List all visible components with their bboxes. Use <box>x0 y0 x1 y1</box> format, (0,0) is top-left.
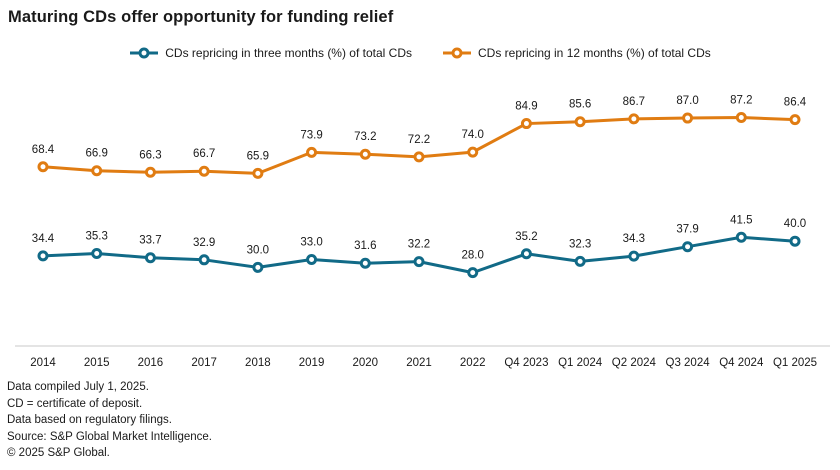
legend-label-12-months: CDs repricing in 12 months (%) of total … <box>478 46 711 60</box>
footnotes: Data compiled July 1, 2025. CD = certifi… <box>7 379 212 462</box>
data-label: 35.3 <box>86 231 108 243</box>
data-label: 74.0 <box>462 129 484 141</box>
data-label: 30.0 <box>247 244 269 256</box>
data-point <box>91 165 103 177</box>
data-label: 68.4 <box>32 144 55 156</box>
data-point <box>413 256 425 268</box>
data-point <box>37 250 49 262</box>
data-label: 86.4 <box>784 97 807 109</box>
data-label: 35.2 <box>515 231 537 243</box>
legend: CDs repricing in three months (%) of tot… <box>0 46 840 60</box>
data-label: 72.2 <box>408 134 430 146</box>
data-label: 34.4 <box>32 233 55 245</box>
data-label: 31.6 <box>354 240 376 252</box>
data-point <box>198 254 210 266</box>
x-axis-label: 2021 <box>406 357 432 369</box>
data-label: 32.3 <box>569 238 591 250</box>
data-point <box>628 250 640 262</box>
data-point <box>682 241 694 253</box>
data-label: 85.6 <box>569 99 591 111</box>
data-point <box>735 231 747 243</box>
data-point <box>467 267 479 279</box>
x-axis-label: Q2 2024 <box>612 357 657 369</box>
x-axis-label: Q4 2024 <box>719 357 764 369</box>
x-axis-label: 2014 <box>30 357 56 369</box>
footnote-data-basis: Data based on regulatory filings. <box>7 414 172 427</box>
data-point <box>574 116 586 128</box>
data-label: 28.0 <box>462 250 484 262</box>
data-label: 73.9 <box>300 129 322 141</box>
data-point <box>520 248 532 260</box>
data-point <box>628 113 640 125</box>
data-label: 32.2 <box>408 239 430 251</box>
data-point <box>306 146 318 158</box>
x-axis-label: 2016 <box>138 357 164 369</box>
data-label: 86.7 <box>623 96 645 108</box>
data-point <box>789 114 801 126</box>
x-axis-label: Q3 2024 <box>666 357 711 369</box>
x-axis-label: Q1 2025 <box>773 357 817 369</box>
data-point <box>144 166 156 178</box>
x-axis-label: 2019 <box>299 357 325 369</box>
data-label: 34.3 <box>623 233 645 245</box>
data-label: 66.9 <box>86 148 108 160</box>
data-point <box>413 151 425 163</box>
data-label: 32.9 <box>193 237 215 249</box>
legend-item-12-months: CDs repricing in 12 months (%) of total … <box>442 46 711 60</box>
data-label: 87.2 <box>730 95 752 107</box>
data-label: 40.0 <box>784 218 806 230</box>
data-label: 84.9 <box>515 101 537 113</box>
data-label: 73.2 <box>354 131 376 143</box>
legend-label-three-months: CDs repricing in three months (%) of tot… <box>165 46 412 60</box>
footnote-cd-definition: CD = certificate of deposit. <box>7 397 143 410</box>
data-point <box>359 257 371 269</box>
line-chart: 2014 2015 2016 2017 2018 2019 2020 2021 2022 Q4 2… <box>15 95 830 369</box>
data-label: 41.5 <box>730 214 752 226</box>
x-axis-label: 2017 <box>191 357 217 369</box>
x-axis-label: Q1 2024 <box>558 357 603 369</box>
data-label: 37.9 <box>676 224 698 236</box>
data-point <box>574 255 586 267</box>
x-axis-label: Q4 2023 <box>504 357 548 369</box>
x-axis-label: 2018 <box>245 357 271 369</box>
data-label: 33.7 <box>139 235 161 247</box>
data-label: 87.0 <box>676 95 698 107</box>
legend-marker-12-months-icon <box>443 47 471 59</box>
x-axis-label: 2015 <box>84 357 110 369</box>
data-point <box>789 235 801 247</box>
data-point <box>144 252 156 264</box>
data-point <box>91 248 103 260</box>
data-point <box>198 165 210 177</box>
x-axis-label: 2022 <box>460 357 486 369</box>
data-point <box>252 261 264 273</box>
data-point <box>359 148 371 160</box>
data-point <box>37 161 49 173</box>
data-point <box>306 254 318 266</box>
legend-item-three-months: CDs repricing in three months (%) of tot… <box>129 46 412 60</box>
chart-title: Maturing CDs offer opportunity for fundi… <box>8 8 394 26</box>
data-point <box>520 118 532 130</box>
data-label: 65.9 <box>247 150 269 162</box>
data-label: 66.3 <box>139 149 161 161</box>
data-point <box>252 167 264 179</box>
data-label: 66.7 <box>193 148 215 160</box>
data-point <box>735 112 747 124</box>
data-point <box>682 112 694 124</box>
legend-marker-three-months-icon <box>130 47 159 59</box>
footnote-compiled: Data compiled July 1, 2025. <box>7 381 149 393</box>
data-label: 33.0 <box>300 237 322 249</box>
x-axis-label: 2020 <box>352 357 378 369</box>
footnote-copyright: © 2025 S&P Global. <box>7 447 110 460</box>
data-point <box>467 146 479 158</box>
footnote-source: Source: S&P Global Market Intelligence. <box>7 430 212 443</box>
